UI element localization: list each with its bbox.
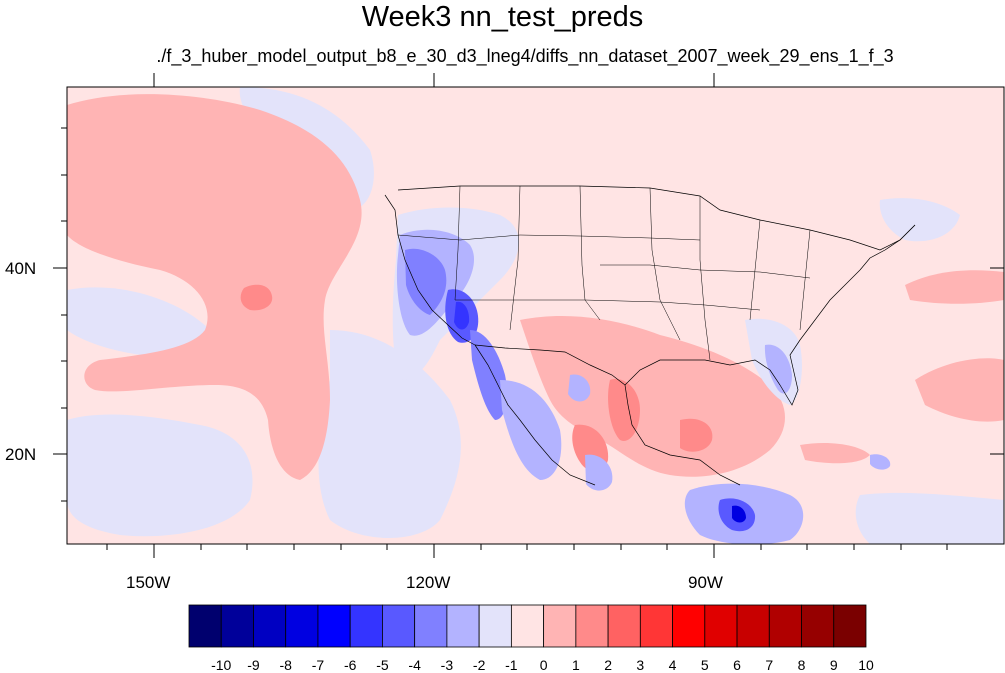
us-coastline-west (384, 194, 476, 346)
atlantic-blue-southeast (855, 492, 1004, 544)
anomaly-field (67, 87, 1004, 544)
map-title: Week3 nn_test_preds (361, 1, 644, 33)
florida-blue (764, 344, 792, 394)
colorbar-swatch (220, 604, 254, 648)
colorbar-label: -3 (440, 657, 454, 673)
gulf-core (680, 418, 713, 452)
colorbar-swatch (253, 604, 287, 648)
colorbar-label: 9 (829, 657, 838, 673)
colorbar-swatch (575, 604, 609, 648)
colorbar-label: 0 (539, 657, 548, 673)
gulf-coastline (624, 269, 861, 406)
colorbar-label: 5 (700, 657, 709, 673)
mexico-gulf-coast (624, 384, 741, 486)
atlantic-pink-southeast (800, 443, 870, 464)
california-blue (405, 248, 447, 315)
colorbar-swatch (478, 604, 512, 648)
pacific-blue-patch-south (67, 414, 253, 537)
colorbar-label: -6 (343, 657, 357, 673)
colorbar-label: 3 (636, 657, 645, 673)
x-label-150w: 150W (126, 573, 171, 592)
mexico-blue-south (585, 454, 613, 491)
colorbar-swatch (768, 604, 802, 648)
colorbar-swatch (446, 604, 480, 648)
colorbar-swatch (833, 604, 867, 648)
colorbar-swatch (736, 604, 770, 648)
gulf-blue-patch (568, 374, 591, 402)
axis-ticks (53, 73, 1004, 558)
map-subtitle: ./f_3_huber_model_output_b8_e_30_d3_lneg… (156, 46, 894, 66)
colorbar-label: 2 (604, 657, 612, 673)
colorbar-label: 4 (668, 657, 677, 673)
colorbar (188, 604, 867, 648)
colorbar-label: -4 (408, 657, 421, 673)
x-label-120w: 120W (406, 573, 451, 592)
colorbar-label: -10 (211, 657, 232, 673)
colorbar-label: 1 (571, 657, 580, 673)
us-mexico-border (474, 344, 626, 386)
colorbar-swatch (349, 604, 383, 648)
colorbar-swatch (414, 604, 448, 648)
colorbar-label: -2 (472, 657, 486, 673)
mexico-blue-west (500, 380, 562, 480)
colorbar-swatch (801, 604, 835, 648)
colorbar-label: 10 (858, 657, 874, 673)
atlantic-pink-north (905, 270, 1004, 304)
colorbar-label: -8 (279, 657, 292, 673)
colorbar-label: 7 (765, 657, 774, 673)
colorbar-swatch (704, 604, 738, 648)
baja-coast (474, 344, 596, 486)
colorbar-swatch (510, 604, 545, 648)
pacific-blue-patch-west (67, 287, 212, 357)
colorbar-label: -9 (247, 657, 260, 673)
baja-blue (470, 330, 507, 420)
colorbar-swatch (672, 604, 706, 648)
caribbean-blue (870, 454, 891, 470)
gulf-pink-region (520, 315, 785, 477)
colorbar-label: 8 (797, 657, 806, 673)
atlantic-blue-northeast (879, 198, 960, 242)
y-label-40n: 40N (5, 259, 37, 278)
state-lines (397, 185, 811, 361)
x-label-90w: 90W (688, 573, 723, 592)
colorbar-swatch (285, 604, 319, 648)
colorbar-swatch (188, 604, 222, 648)
central-america-core (732, 505, 746, 523)
colorbar-swatch (543, 604, 577, 648)
y-label-20n: 20N (5, 445, 37, 464)
colorbar-swatch (607, 604, 641, 648)
atlantic-pink-east (915, 358, 1004, 422)
colorbar-label: -1 (505, 657, 518, 673)
colorbar-label: -7 (311, 657, 325, 673)
colorbar-label: -5 (376, 657, 389, 673)
colorbar-swatch (317, 604, 351, 648)
colorbar-label: 6 (733, 657, 741, 673)
pacific-blue-patch-central (318, 330, 461, 538)
east-coastline (859, 224, 916, 271)
colorbar-swatch (639, 604, 673, 648)
map-outlines (384, 185, 916, 486)
pacific-pink-blob (67, 94, 362, 481)
sierra-core (454, 301, 470, 330)
colorbar-swatch (382, 604, 416, 648)
pacific-core (240, 284, 273, 311)
